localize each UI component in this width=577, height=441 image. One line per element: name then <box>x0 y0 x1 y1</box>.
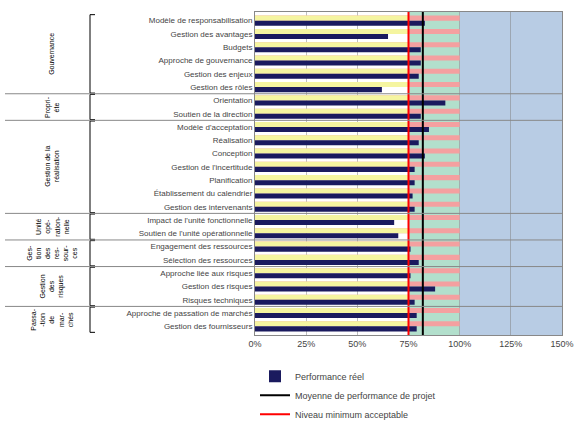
svg-text:Gestion des risques: Gestion des risques <box>182 282 253 291</box>
svg-text:Ges-tiondesres-sour-ces: Ges-tiondesres-sour-ces <box>26 245 79 262</box>
svg-text:75%: 75% <box>399 339 417 349</box>
svg-text:Passa--tiondemar-chés: Passa--tiondemar-chés <box>30 308 73 330</box>
svg-text:Planification: Planification <box>209 176 252 185</box>
svg-text:Propri-éte: Propri-éte <box>44 96 60 118</box>
svg-text:Sélection des ressources: Sélection des ressources <box>163 256 252 265</box>
svg-text:Niveau minimum acceptable: Niveau minimum acceptable <box>295 410 408 420</box>
svg-text:Performance réel: Performance réel <box>295 372 364 382</box>
svg-text:50%: 50% <box>348 339 366 349</box>
svg-text:Approche de passation de march: Approche de passation de marchés <box>127 309 253 318</box>
svg-text:Gestion de l'incertitude: Gestion de l'incertitude <box>171 163 253 172</box>
svg-text:Modèle d'acceptation: Modèle d'acceptation <box>177 123 252 132</box>
svg-text:Orientation: Orientation <box>213 96 252 105</box>
svg-text:25%: 25% <box>297 339 315 349</box>
svg-text:Budgets: Budgets <box>223 43 252 52</box>
svg-text:Gestiondesrisques: Gestiondesrisques <box>39 274 65 298</box>
svg-text:Unitéopé-ration-nelle: Unitéopé-ration-nelle <box>35 216 69 237</box>
svg-text:125%: 125% <box>499 339 522 349</box>
svg-text:Réalisation: Réalisation <box>213 136 253 145</box>
svg-text:Gestion des fournisseurs: Gestion des fournisseurs <box>164 322 253 331</box>
svg-text:0%: 0% <box>248 339 261 349</box>
svg-text:Gestion des avantages: Gestion des avantages <box>171 30 253 39</box>
svg-text:150%: 150% <box>550 339 573 349</box>
svg-text:Conception: Conception <box>212 149 252 158</box>
svg-text:Modèle de responsabilisation: Modèle de responsabilisation <box>149 16 253 25</box>
svg-text:100%: 100% <box>448 339 471 349</box>
svg-text:Gouvernance: Gouvernance <box>48 33 55 75</box>
svg-text:Gestion des intervenants: Gestion des intervenants <box>164 203 253 212</box>
svg-text:Gestion des rôles: Gestion des rôles <box>190 83 252 92</box>
svg-text:Approche liée aux risques: Approche liée aux risques <box>160 269 252 278</box>
svg-text:Établissement du calendrier: Établissement du calendrier <box>154 189 253 198</box>
svg-text:Soutien de la direction: Soutien de la direction <box>173 109 252 118</box>
svg-text:Risques techniques: Risques techniques <box>183 296 253 305</box>
svg-text:Moyenne de performance de proj: Moyenne de performance de projet <box>295 391 436 401</box>
svg-text:Impact de l'unité fonctionnell: Impact de l'unité fonctionnelle <box>147 216 253 225</box>
svg-text:Gestion de laréalisation: Gestion de laréalisation <box>44 145 60 186</box>
svg-text:Approche de gouvernance: Approche de gouvernance <box>159 56 253 65</box>
svg-text:Gestion des enjeux: Gestion des enjeux <box>184 70 253 79</box>
svg-text:Soutien de l'unité opérationne: Soutien de l'unité opérationnelle <box>139 229 253 238</box>
svg-text:Engagement des ressources: Engagement des ressources <box>151 242 253 251</box>
